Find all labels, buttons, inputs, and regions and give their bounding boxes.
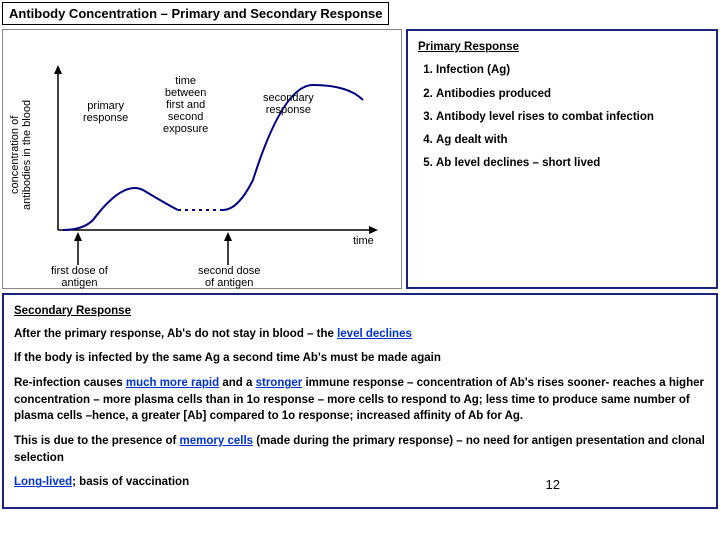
primary-header: Primary Response xyxy=(418,39,706,56)
secondary-header: Secondary Response xyxy=(14,303,706,320)
text: Re-infection causes xyxy=(14,377,126,389)
chart-svg xyxy=(3,30,403,290)
text: This is due to the presence of xyxy=(14,435,180,447)
secondary-response-box: Secondary Response After the primary res… xyxy=(2,293,718,509)
primary-list: Infection (Ag) Antibodies produced Antib… xyxy=(418,62,706,172)
response-chart: concentration ofantibodies in the blood … xyxy=(2,29,402,289)
top-row: concentration ofantibodies in the blood … xyxy=(2,29,718,289)
secondary-p2: If the body is infected by the same Ag a… xyxy=(14,350,706,367)
secondary-p4: This is due to the presence of memory ce… xyxy=(14,433,706,466)
page-number: 12 xyxy=(546,477,560,492)
text-highlight: level declines xyxy=(337,328,412,340)
first-dose-label: first dose ofantigen xyxy=(51,265,108,289)
list-item: Antibodies produced xyxy=(436,86,706,103)
second-dose-label: second doseof antigen xyxy=(198,265,260,289)
list-item: Infection (Ag) xyxy=(436,62,706,79)
text: ; basis of vaccination xyxy=(72,476,189,488)
secondary-p5: Long-lived; basis of vaccination xyxy=(14,474,706,491)
secondary-response-label: secondaryresponse xyxy=(263,92,314,116)
list-item: Antibody level rises to combat infection xyxy=(436,109,706,126)
secondary-p1: After the primary response, Ab's do not … xyxy=(14,326,706,343)
text: After the primary response, Ab's do not … xyxy=(14,328,337,340)
text-highlight: memory cells xyxy=(180,435,254,447)
secondary-p3: Re-infection causes much more rapid and … xyxy=(14,375,706,425)
page-title: Antibody Concentration – Primary and Sec… xyxy=(2,2,389,25)
primary-response-label: primaryresponse xyxy=(83,100,128,124)
y-axis-label: concentration ofantibodies in the blood xyxy=(9,85,33,225)
x-axis-label: time xyxy=(353,235,374,247)
text: and a xyxy=(219,377,255,389)
primary-response-box: Primary Response Infection (Ag) Antibodi… xyxy=(406,29,718,289)
list-item: Ag dealt with xyxy=(436,132,706,149)
text-highlight: much more rapid xyxy=(126,377,219,389)
text-highlight: Long-lived xyxy=(14,476,72,488)
text-highlight: stronger xyxy=(256,377,303,389)
between-label: timebetweenfirst andsecondexposure xyxy=(163,75,208,135)
list-item: Ab level declines – short lived xyxy=(436,155,706,172)
